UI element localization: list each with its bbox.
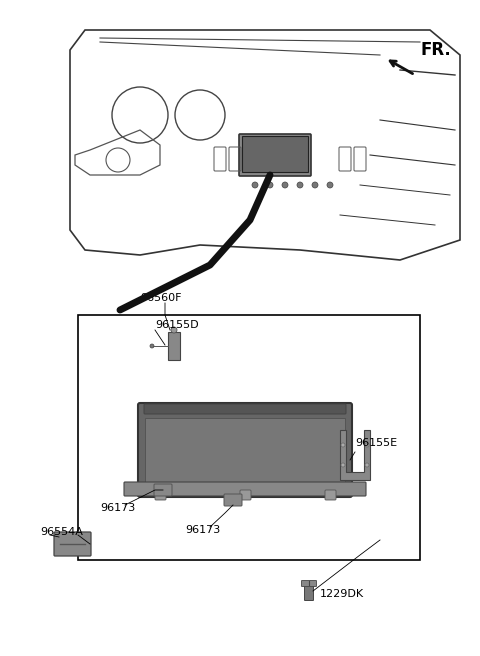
FancyBboxPatch shape [154,484,172,496]
Circle shape [282,182,288,188]
FancyBboxPatch shape [144,404,346,414]
Text: 96173: 96173 [100,503,135,513]
FancyBboxPatch shape [155,490,166,500]
FancyBboxPatch shape [304,581,313,600]
FancyBboxPatch shape [54,532,91,556]
Circle shape [267,182,273,188]
FancyBboxPatch shape [240,490,251,500]
Text: 1229DK: 1229DK [320,589,364,599]
Text: 96560F: 96560F [140,293,181,303]
Circle shape [341,443,345,447]
Circle shape [252,182,258,188]
Bar [242,136,308,172]
Text: 96155E: 96155E [355,438,397,448]
Bar [78,315,420,560]
Circle shape [297,182,303,188]
Bar [145,418,345,490]
Circle shape [365,443,369,447]
Circle shape [150,344,154,348]
Bar [168,332,180,360]
Text: 96173: 96173 [185,525,220,535]
FancyBboxPatch shape [301,581,316,586]
Text: 96155D: 96155D [155,320,199,330]
FancyBboxPatch shape [239,134,311,176]
Circle shape [171,327,177,333]
FancyBboxPatch shape [224,494,242,506]
Text: FR.: FR. [420,41,451,59]
FancyBboxPatch shape [138,403,352,497]
Text: 96554A: 96554A [40,527,83,537]
FancyBboxPatch shape [124,482,366,496]
Circle shape [327,182,333,188]
Circle shape [365,463,369,467]
FancyBboxPatch shape [325,490,336,500]
Circle shape [312,182,318,188]
Polygon shape [340,430,370,480]
Circle shape [341,463,345,467]
